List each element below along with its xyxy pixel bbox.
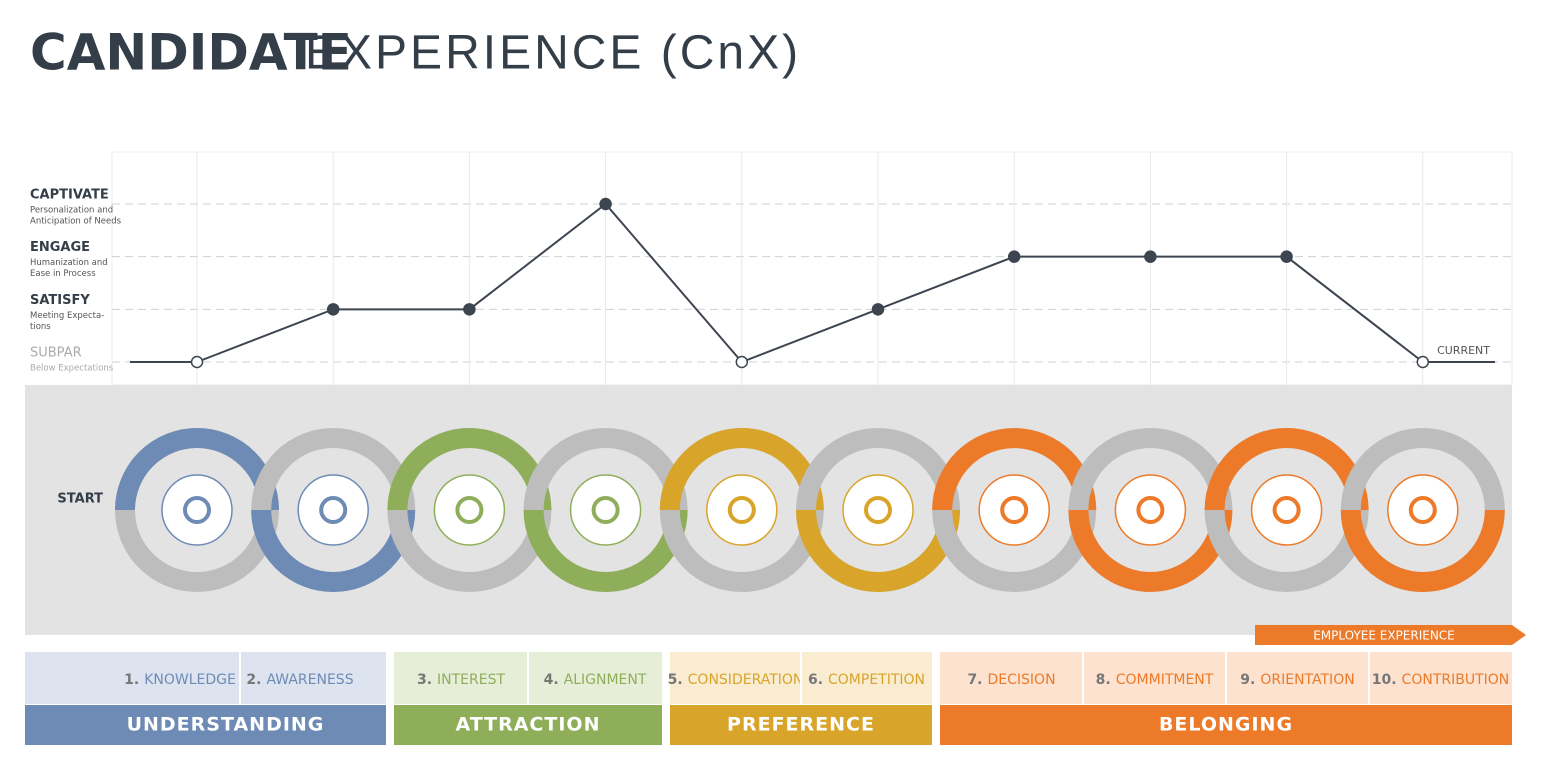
stage-name: ORIENTATION [1260,672,1354,688]
stage-number: 4. [544,672,559,688]
stage-label: 3. INTEREST [417,672,506,688]
stage-label: 9. ORIENTATION [1240,672,1354,688]
y-tick-label: SUBPAR [30,346,82,361]
point [871,303,885,316]
y-tick-label: SATISFY [30,293,90,308]
icon-disc [842,474,914,546]
icon [455,496,484,524]
stage-label: 10. CONTRIBUTION [1372,672,1510,688]
stage-name: COMPETITION [828,672,925,688]
point [190,355,204,369]
stage-number: 2. [246,672,261,688]
line [196,202,1424,364]
icon [183,496,211,524]
y-tick-note: Personalization and [30,206,113,216]
icon-disc [161,474,233,546]
stage-number: 10. [1372,672,1397,688]
stage-label: 2. AWARENESS [246,672,353,688]
ee-label: EMPLOYEE EXPERIENCE [1313,629,1455,643]
ring-arc [1340,509,1505,592]
group-label: UNDERSTANDING [127,714,325,736]
point [1280,250,1293,263]
y-tick-note: tions [30,322,51,332]
y-tick-note: Below Expectations [30,364,114,374]
stage-number: 6. [808,672,823,688]
icon [319,496,348,524]
stage-number: 9. [1240,672,1255,688]
icon-disc [1114,474,1187,546]
point [599,197,612,211]
icon [727,496,756,524]
point [1007,250,1021,263]
stage-label: 6. COMPETITION [808,672,925,688]
group-label: PREFERENCE [727,714,875,736]
point [1416,355,1430,369]
stage-number: 3. [417,672,432,688]
stage-label: 5. CONSIDERATION [668,672,804,688]
stage-label: 4. ALIGNMENT [544,672,647,688]
stage-label: 1. KNOWLEDGE [124,672,236,688]
icon [591,496,620,524]
stage-number: 5. [668,672,683,688]
stage-name: CONSIDERATION [688,672,804,688]
icon-disc [1387,474,1459,546]
stage-label: 7. DECISION [967,672,1055,688]
start-label: START [57,492,103,507]
point [326,303,340,316]
group-band [940,705,1512,745]
stage-name: AWARENESS [266,672,353,688]
icon-disc [297,474,369,546]
icon [1408,496,1437,524]
group-label: ATTRACTION [456,714,601,736]
icon [1000,496,1029,524]
icon-disc [569,474,642,546]
stage-name: KNOWLEDGE [144,672,236,688]
point [1144,250,1157,263]
y-tick-label: CAPTIVATE [30,188,109,203]
group-band [670,705,932,745]
group-band [394,705,662,745]
stage-number: 7. [967,672,982,688]
y-tick-note: Humanization and [30,258,108,268]
stage-name: CONTRIBUTION [1402,672,1510,688]
stage-number: 1. [124,672,139,688]
icon-disc [978,474,1050,546]
stage-label: 8. COMMITMENT [1096,672,1214,688]
y-tick-note: Ease in Process [30,269,96,279]
stage-name: DECISION [988,672,1056,688]
title-bold: CANDIDATE [30,24,352,82]
stage-row [25,652,386,704]
point [463,303,476,316]
end-label: CURRENT [1437,344,1490,357]
icon [1136,496,1165,524]
icon-disc [706,474,778,546]
group-band [25,705,386,745]
stage-name: INTEREST [437,672,505,688]
point [735,355,749,369]
icon-disc [1250,474,1323,546]
ee-arrow [1255,625,1526,645]
icon-disc [433,474,506,546]
icon [1272,496,1301,524]
stage-number: 8. [1096,672,1111,688]
stage-name: ALIGNMENT [564,672,647,688]
y-tick-label: ENGAGE [30,240,90,255]
y-tick-note: Anticipation of Needs [30,217,122,227]
icon [864,496,892,524]
stage-name: COMMITMENT [1116,672,1214,688]
title-light: EXPERIENCE (CnX) [305,27,801,80]
group-label: BELONGING [1159,714,1293,736]
y-tick-note: Meeting Expecta- [30,311,104,321]
